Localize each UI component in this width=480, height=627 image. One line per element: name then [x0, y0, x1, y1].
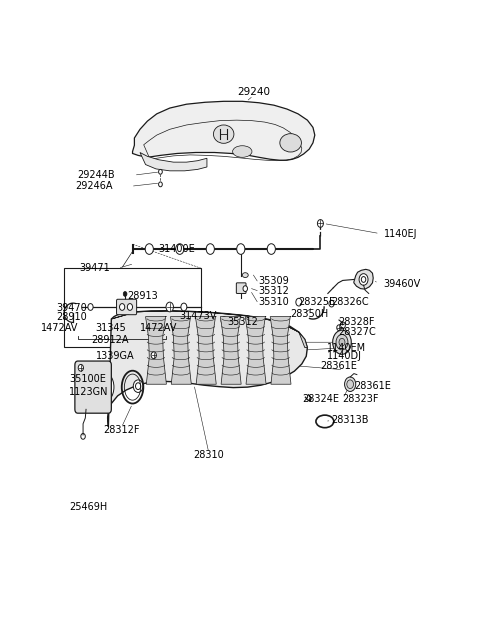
Text: 35309: 35309 — [258, 277, 289, 287]
Circle shape — [133, 380, 143, 393]
Circle shape — [329, 300, 334, 307]
Polygon shape — [108, 311, 307, 427]
Circle shape — [359, 273, 368, 285]
Text: 35100E: 35100E — [70, 374, 107, 384]
Circle shape — [123, 292, 127, 297]
Text: 28328F: 28328F — [338, 317, 375, 327]
Ellipse shape — [339, 339, 345, 346]
Ellipse shape — [280, 134, 301, 152]
Text: 1140DJ: 1140DJ — [327, 351, 362, 361]
Circle shape — [88, 370, 114, 404]
Circle shape — [181, 303, 187, 311]
Text: 28327C: 28327C — [338, 327, 376, 337]
Text: 28910: 28910 — [56, 312, 87, 322]
Circle shape — [145, 244, 154, 255]
Text: 35312: 35312 — [228, 317, 258, 327]
Text: 1339GA: 1339GA — [96, 351, 134, 361]
Circle shape — [92, 375, 110, 399]
Circle shape — [158, 182, 162, 187]
FancyBboxPatch shape — [236, 283, 246, 293]
Circle shape — [267, 244, 276, 255]
Ellipse shape — [214, 125, 234, 144]
Ellipse shape — [242, 273, 248, 278]
Circle shape — [78, 364, 84, 371]
Text: 35312: 35312 — [258, 286, 289, 296]
Text: 1472AV: 1472AV — [40, 324, 78, 333]
FancyBboxPatch shape — [117, 299, 137, 315]
Text: 39460V: 39460V — [384, 279, 421, 289]
Text: 25469H: 25469H — [69, 502, 107, 512]
Text: 31400E: 31400E — [159, 244, 195, 254]
Polygon shape — [270, 317, 291, 384]
Text: 28310: 28310 — [193, 450, 224, 460]
Text: 1140EM: 1140EM — [327, 343, 366, 353]
FancyBboxPatch shape — [75, 361, 111, 413]
Text: 28361E: 28361E — [354, 381, 391, 391]
Text: 31345: 31345 — [95, 324, 126, 333]
Text: 1472AV: 1472AV — [140, 324, 177, 333]
Ellipse shape — [345, 377, 356, 391]
Text: 28313B: 28313B — [332, 416, 369, 426]
Polygon shape — [220, 317, 241, 384]
Circle shape — [243, 286, 248, 292]
Text: 39471: 39471 — [80, 263, 110, 273]
Text: 28324E: 28324E — [302, 394, 339, 404]
Text: 29244B: 29244B — [77, 170, 115, 180]
Text: 28323F: 28323F — [343, 394, 379, 404]
Ellipse shape — [333, 330, 351, 354]
Polygon shape — [170, 317, 192, 384]
Circle shape — [206, 244, 215, 255]
Text: 35310: 35310 — [258, 297, 289, 307]
Text: 28325E: 28325E — [298, 297, 335, 307]
Polygon shape — [132, 102, 315, 161]
Ellipse shape — [347, 380, 353, 389]
Text: 1123GN: 1123GN — [69, 387, 109, 398]
Polygon shape — [145, 317, 167, 384]
Text: 28312F: 28312F — [103, 425, 140, 435]
Circle shape — [81, 433, 85, 440]
Circle shape — [337, 325, 341, 330]
Circle shape — [120, 303, 125, 310]
Circle shape — [317, 219, 324, 228]
Text: 28326C: 28326C — [332, 297, 369, 307]
Circle shape — [166, 302, 173, 312]
Circle shape — [96, 381, 106, 394]
Circle shape — [296, 298, 302, 306]
Text: 39470: 39470 — [56, 303, 87, 313]
Ellipse shape — [233, 145, 252, 157]
Text: 28361E: 28361E — [321, 361, 357, 371]
Ellipse shape — [336, 334, 348, 350]
Circle shape — [361, 277, 366, 282]
Circle shape — [221, 317, 227, 324]
Polygon shape — [140, 152, 207, 171]
Circle shape — [135, 382, 141, 389]
Text: 28350H: 28350H — [290, 308, 329, 319]
Text: 28912A: 28912A — [92, 335, 129, 345]
Polygon shape — [245, 317, 266, 384]
Bar — [64, 268, 202, 347]
Circle shape — [158, 169, 162, 174]
Circle shape — [88, 303, 93, 310]
Polygon shape — [195, 317, 216, 384]
Circle shape — [127, 303, 132, 310]
Text: 31473V: 31473V — [179, 310, 216, 320]
Text: 29246A: 29246A — [76, 181, 113, 191]
Polygon shape — [111, 311, 307, 347]
Polygon shape — [354, 270, 373, 289]
Circle shape — [176, 244, 184, 255]
Text: 28913: 28913 — [127, 291, 158, 301]
Circle shape — [237, 244, 245, 255]
Text: 1140EJ: 1140EJ — [384, 229, 417, 239]
Circle shape — [151, 352, 156, 359]
Text: 29240: 29240 — [237, 87, 270, 97]
Circle shape — [340, 322, 345, 329]
